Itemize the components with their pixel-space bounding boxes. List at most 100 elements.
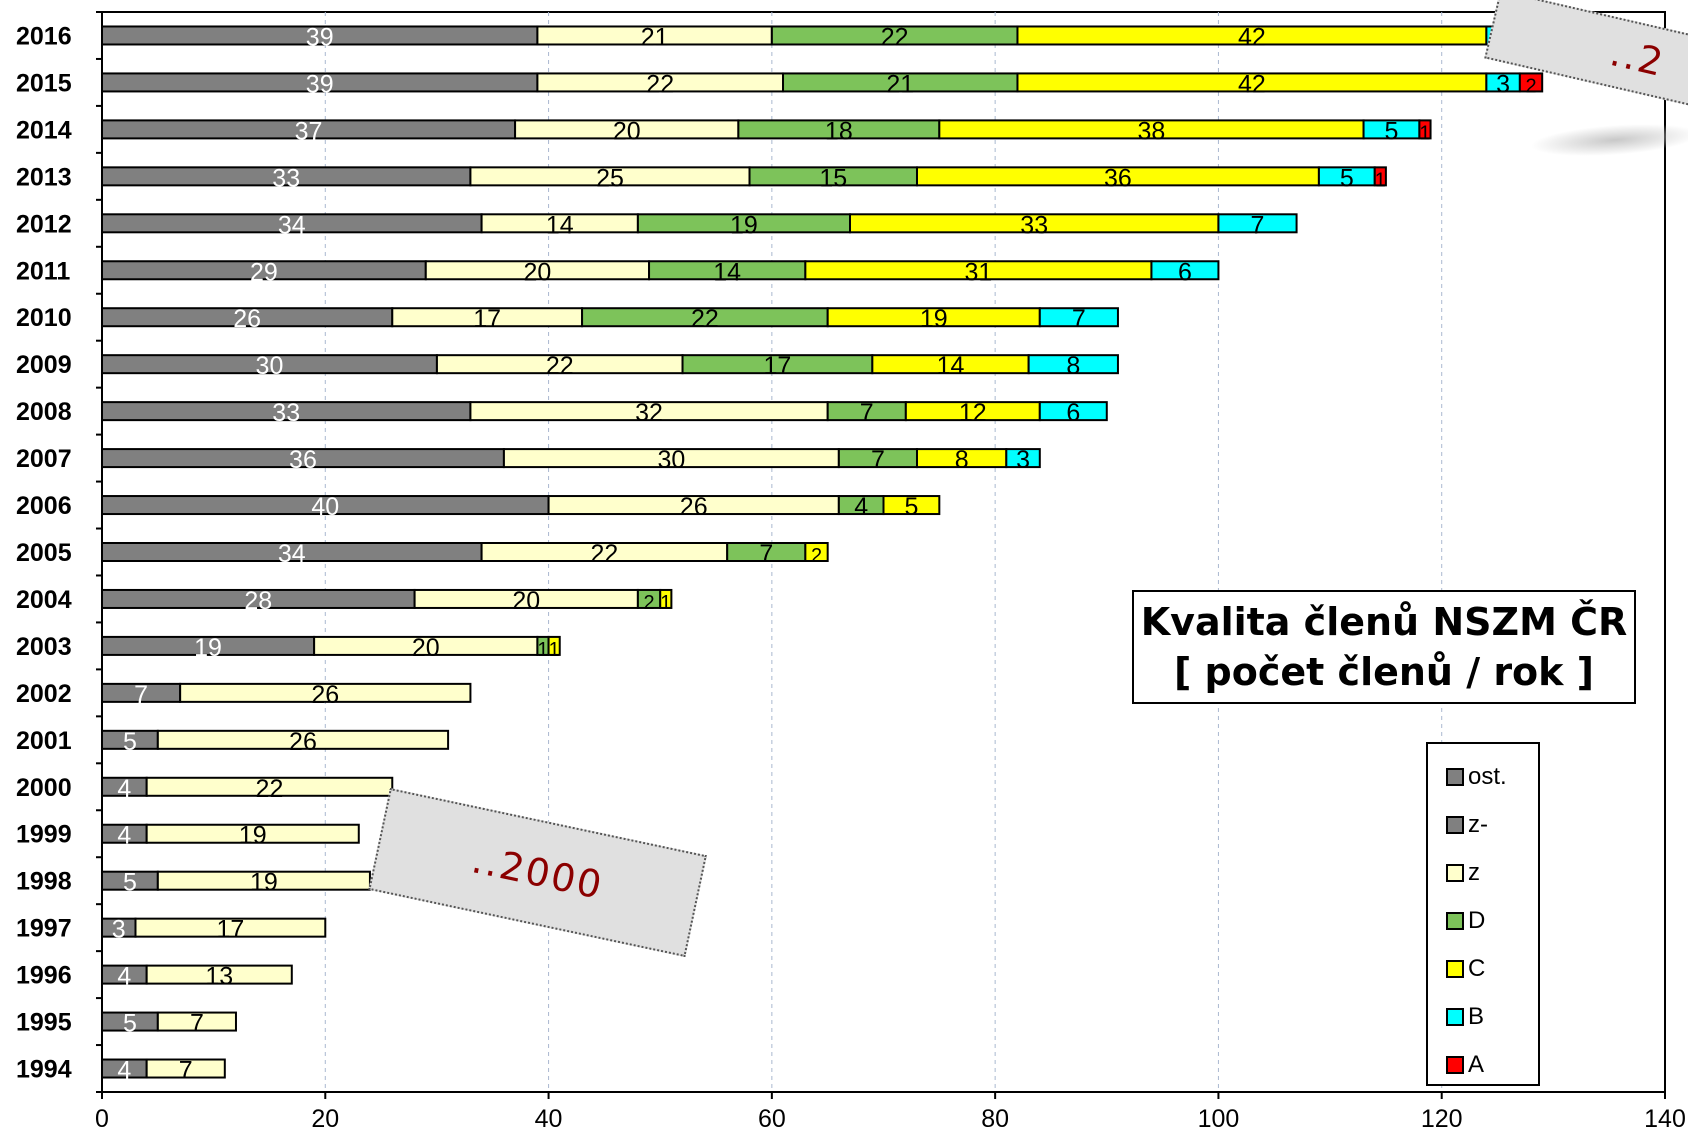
y-tick-label: 2016 xyxy=(16,22,72,50)
x-tick-label: 100 xyxy=(1198,1105,1240,1133)
x-tick-label: 60 xyxy=(758,1105,786,1133)
bar-value-label: 26 xyxy=(289,728,317,756)
bar-segment xyxy=(804,542,829,562)
bar-segment xyxy=(1518,72,1544,93)
bar-segment xyxy=(1418,119,1432,140)
bar-segment xyxy=(145,823,360,844)
bar-segment xyxy=(156,729,450,750)
x-tick-label: 40 xyxy=(535,1105,563,1133)
bar-value-label: 7 xyxy=(1251,211,1265,239)
x-tick-label: 80 xyxy=(981,1105,1009,1133)
annotation-tag-2000-label: ..2000 xyxy=(468,837,608,908)
legend-item: z xyxy=(1446,858,1480,888)
bar-value-label: 22 xyxy=(646,70,674,98)
bar-segment xyxy=(134,917,327,938)
bar-value-label: 1 xyxy=(537,639,548,661)
bar-value-label: 2 xyxy=(811,545,822,567)
bar-value-label: 30 xyxy=(657,446,685,474)
bar-value-label: 36 xyxy=(1104,164,1132,192)
y-tick-label: 1996 xyxy=(16,962,72,990)
chart-title: Kvalita členů NSZM ČR xyxy=(1140,600,1628,644)
bar-value-label: 1 xyxy=(1375,169,1386,191)
legend-swatch xyxy=(1446,1008,1464,1026)
bar-value-label: 4 xyxy=(117,822,131,850)
bar-value-label: 5 xyxy=(123,1010,137,1038)
bar-value-label: 5 xyxy=(904,493,918,521)
bar-value-label: 28 xyxy=(244,587,272,615)
bar-value-label: 1 xyxy=(660,592,671,614)
bar-segment xyxy=(659,588,673,609)
bar-value-label: 14 xyxy=(713,258,741,286)
bar-value-label: 17 xyxy=(764,352,792,380)
y-tick-label: 2003 xyxy=(16,633,72,661)
legend-item: z- xyxy=(1446,810,1488,840)
bar-segment xyxy=(1038,307,1119,328)
bar-value-label: 8 xyxy=(1066,352,1080,380)
bar-value-label: 22 xyxy=(881,23,909,51)
bar-segment xyxy=(156,1011,237,1032)
bar-segment xyxy=(179,682,472,703)
chart-subtitle: [ počet členů / rok ] xyxy=(1173,650,1595,694)
bar-value-label: 26 xyxy=(233,305,261,333)
bar-value-label: 7 xyxy=(179,1057,193,1085)
bar-segment xyxy=(1217,213,1298,234)
legend-label: z xyxy=(1468,859,1480,886)
y-tick-label: 2006 xyxy=(16,492,72,520)
bar-value-label: 1 xyxy=(1419,122,1430,144)
bar-value-label: 29 xyxy=(250,258,278,286)
x-tick-label: 0 xyxy=(95,1105,109,1133)
bar-value-label: 20 xyxy=(412,634,440,662)
bar-value-label: 5 xyxy=(123,869,137,897)
y-tick-label: 2013 xyxy=(16,163,72,191)
bar-value-label: 21 xyxy=(886,70,914,98)
legend-swatch xyxy=(1446,960,1464,978)
legend-label: C xyxy=(1468,955,1486,982)
bar-value-label: 39 xyxy=(306,70,334,98)
bar-value-label: 4 xyxy=(854,493,868,521)
legend-label: B xyxy=(1468,1003,1485,1030)
y-tick-label: 2004 xyxy=(16,586,72,614)
legend-item: B xyxy=(1446,1002,1484,1032)
bar-value-label: 31 xyxy=(964,258,992,286)
bar-value-label: 26 xyxy=(680,493,708,521)
bar-value-label: 19 xyxy=(239,822,267,850)
bar-value-label: 37 xyxy=(295,117,323,145)
chart-legend: ost. z-z D C B A xyxy=(1426,742,1540,1086)
bar-value-label: 26 xyxy=(311,681,339,709)
legend-label: ost. xyxy=(1468,763,1507,790)
bar-value-label: 5 xyxy=(1385,117,1399,145)
bar-value-label: 19 xyxy=(920,305,948,333)
y-tick-label: 2015 xyxy=(16,69,72,97)
bar-segment xyxy=(1373,166,1387,187)
bar-value-label: 7 xyxy=(759,540,773,568)
bar-value-label: 14 xyxy=(937,352,965,380)
bar-value-label: 17 xyxy=(216,916,244,944)
bar-segment xyxy=(1038,401,1108,422)
legend-item: D xyxy=(1446,906,1485,936)
bar-value-label: 34 xyxy=(278,540,306,568)
bar-value-label: 39 xyxy=(306,23,334,51)
legend-swatch xyxy=(1446,1056,1464,1074)
bar-value-label: 2 xyxy=(1525,75,1536,97)
legend-label: D xyxy=(1468,907,1486,934)
annotation-tag-2016-label: ..2 xyxy=(1606,30,1669,86)
x-tick-label: 20 xyxy=(311,1105,339,1133)
bar-value-label: 20 xyxy=(613,117,641,145)
y-tick-label: 2011 xyxy=(16,257,70,285)
bar-value-label: 25 xyxy=(596,164,624,192)
bar-value-label: 22 xyxy=(546,352,574,380)
bar-value-label: 18 xyxy=(825,117,853,145)
bar-value-label: 33 xyxy=(1020,211,1048,239)
bar-value-label: 42 xyxy=(1238,23,1266,51)
bar-segment xyxy=(145,776,394,797)
bar-value-label: 30 xyxy=(256,352,284,380)
bar-value-label: 32 xyxy=(635,399,663,427)
bar-value-label: 22 xyxy=(691,305,719,333)
bar-value-label: 5 xyxy=(1340,164,1354,192)
bar-value-label: 2 xyxy=(643,592,654,614)
y-tick-label: 2005 xyxy=(16,539,72,567)
y-tick-label: 1995 xyxy=(16,1009,72,1037)
legend-swatch xyxy=(1446,768,1464,786)
